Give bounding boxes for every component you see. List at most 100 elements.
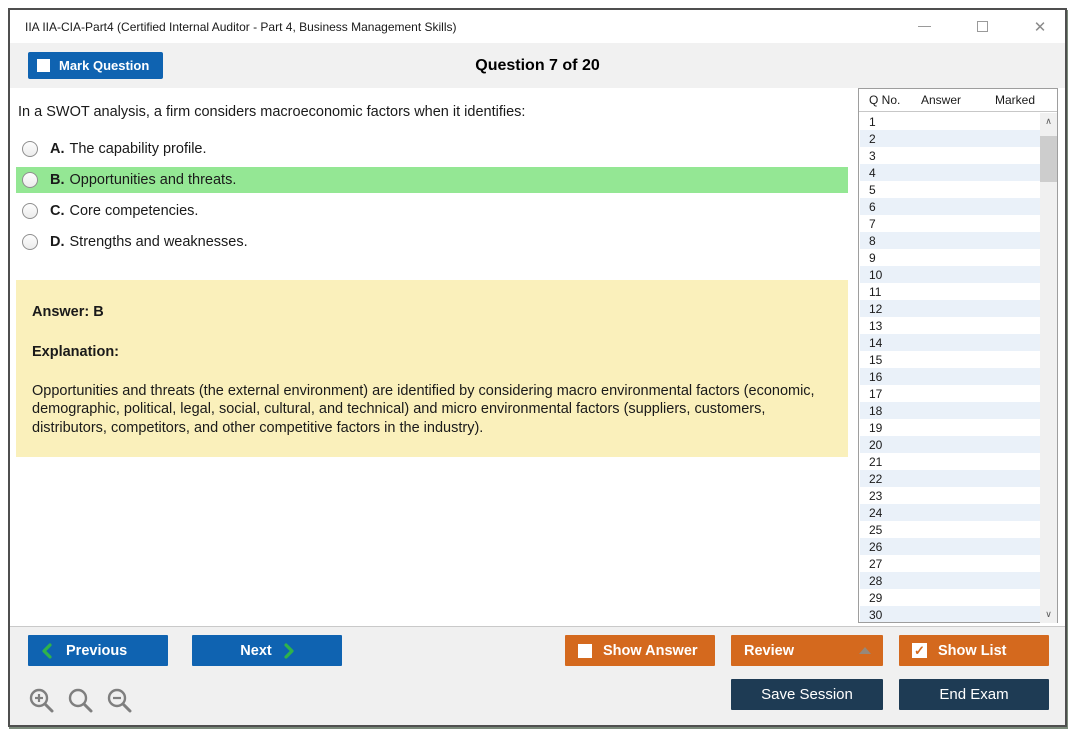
question-number: 23 [869,488,883,503]
option-text: Opportunities and threats. [69,172,237,188]
bottom-toolbar: Previous Next Show Answer Review ✓ Show … [10,626,1065,725]
question-number: 9 [869,250,876,265]
question-list-row[interactable]: 11 [860,283,1040,300]
zoom-reset-icon[interactable] [67,687,94,714]
option-letter: B. [50,172,65,188]
option-row-d[interactable]: D. Strengths and weaknesses. [16,229,848,255]
column-header-qno: Q No. [869,93,901,107]
question-list-row[interactable]: 1 [860,113,1040,130]
question-list-row[interactable]: 23 [860,487,1040,504]
question-number: 27 [869,556,883,571]
window-title: IIA IIA-CIA-Part4 (Certified Internal Au… [25,19,457,34]
question-list-row[interactable]: 19 [860,419,1040,436]
question-counter: Question 7 of 20 [475,56,600,74]
show-list-button[interactable]: ✓ Show List [899,635,1049,666]
question-list-row[interactable]: 9 [860,249,1040,266]
question-list-row[interactable]: 8 [860,232,1040,249]
question-list-row[interactable]: 21 [860,453,1040,470]
question-list-row[interactable]: 18 [860,402,1040,419]
question-number: 18 [869,403,883,418]
exam-window: IIA IIA-CIA-Part4 (Certified Internal Au… [8,8,1067,727]
question-list-row[interactable]: 5 [860,181,1040,198]
question-list-row[interactable]: 4 [860,164,1040,181]
question-list-panel: Q No. Answer Marked 1 2 3 4 5 6 7 8 9 10 11 12 13 14 1… [858,88,1058,623]
question-list-row[interactable]: 14 [860,334,1040,351]
question-number: 6 [869,199,876,214]
question-list-row[interactable]: 6 [860,198,1040,215]
question-list-row[interactable]: 20 [860,436,1040,453]
question-list-scrollbar[interactable]: ∧ ∨ [1040,113,1057,623]
explanation-label: Explanation: [32,344,120,360]
question-number: 19 [869,420,883,435]
scrollbar-thumb[interactable] [1040,136,1057,182]
question-list-row[interactable]: 25 [860,521,1040,538]
question-list-row[interactable]: 22 [860,470,1040,487]
question-list-row[interactable]: 2 [860,130,1040,147]
question-list-row[interactable]: 10 [860,266,1040,283]
minimize-button[interactable] [913,16,935,38]
show-list-checkbox-checked-icon: ✓ [912,643,927,658]
question-number: 29 [869,590,883,605]
option-radio[interactable] [22,172,38,188]
question-list-row[interactable]: 13 [860,317,1040,334]
question-list-row[interactable]: 29 [860,589,1040,606]
options-list: A. The capability profile. B. Opportunities… [16,136,848,260]
previous-button[interactable]: Previous [28,635,168,666]
option-row-b[interactable]: B. Opportunities and threats. [16,167,848,193]
question-list-row[interactable]: 27 [860,555,1040,572]
question-number: 30 [869,607,883,622]
question-list-row[interactable]: 26 [860,538,1040,555]
end-exam-button[interactable]: End Exam [899,679,1049,710]
end-exam-label: End Exam [939,686,1009,703]
option-letter: D. [50,234,65,250]
close-icon: ✕ [1033,18,1047,36]
mark-question-button[interactable]: Mark Question [28,52,164,79]
zoom-out-icon[interactable] [106,687,133,714]
question-number: 14 [869,335,883,350]
option-radio[interactable] [22,234,38,250]
option-row-c[interactable]: C. Core competencies. [16,198,848,224]
triangle-up-icon [859,647,871,654]
answer-label: Answer: B [32,304,104,320]
header-strip: Question 7 of 20 Mark Question [10,43,1065,88]
mark-question-checkbox-icon [37,59,50,72]
question-number: 16 [869,369,883,384]
question-number: 13 [869,318,883,333]
question-list-row[interactable]: 30 [860,606,1040,622]
question-list-row[interactable]: 12 [860,300,1040,317]
show-list-label: Show List [938,642,1007,659]
question-list-row[interactable]: 15 [860,351,1040,368]
question-list-row[interactable]: 24 [860,504,1040,521]
question-number: 21 [869,454,883,469]
scroll-down-icon[interactable]: ∨ [1045,609,1052,619]
title-bar: IIA IIA-CIA-Part4 (Certified Internal Au… [10,10,1065,43]
close-button[interactable]: ✕ [1029,16,1051,38]
question-number: 4 [869,165,876,180]
question-list-row[interactable]: 7 [860,215,1040,232]
question-list-row[interactable]: 17 [860,385,1040,402]
question-number: 20 [869,437,883,452]
save-session-button[interactable]: Save Session [731,679,883,710]
question-list-row[interactable]: 16 [860,368,1040,385]
maximize-button[interactable] [971,16,993,38]
question-list-row[interactable]: 3 [860,147,1040,164]
previous-label: Previous [66,642,128,659]
zoom-in-icon[interactable] [28,687,55,714]
review-dropdown-button[interactable]: Review [731,635,883,666]
show-answer-checkbox-icon [578,643,592,658]
show-answer-label: Show Answer [603,642,698,659]
chevron-right-icon [284,642,294,659]
question-number: 10 [869,267,883,282]
scroll-up-icon[interactable]: ∧ [1045,116,1052,126]
explanation-text: Opportunities and threats (the external … [32,383,815,436]
column-header-marked: Marked [995,93,1036,107]
option-radio[interactable] [22,141,38,157]
question-number: 12 [869,301,883,316]
question-number: 22 [869,471,883,486]
option-row-a[interactable]: A. The capability profile. [16,136,848,162]
show-answer-button[interactable]: Show Answer [565,635,715,666]
option-radio[interactable] [22,203,38,219]
next-button[interactable]: Next [192,635,342,666]
question-list-row[interactable]: 28 [860,572,1040,589]
review-label: Review [744,642,794,659]
